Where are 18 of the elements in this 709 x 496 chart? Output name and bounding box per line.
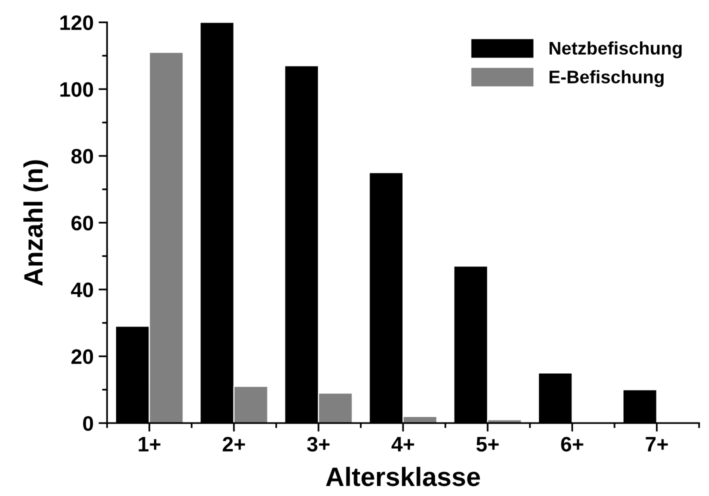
x-tick-label: 1+ <box>138 437 160 452</box>
y-tick-label: 20 <box>71 349 94 364</box>
x-tick-label: 3+ <box>307 436 330 452</box>
y-tick-label: 0 <box>83 416 94 431</box>
y-tick-label: 100 <box>60 82 94 97</box>
y-tick-label: 40 <box>71 282 94 298</box>
y-axis-title: Anzahl (n) <box>23 160 48 286</box>
legend-label: Netzbefischung <box>550 41 682 58</box>
y-tick-label: 120 <box>60 15 94 30</box>
x-tick-label: 6+ <box>561 436 584 452</box>
x-tick-label: 5+ <box>476 437 499 452</box>
y-tick-label: 80 <box>71 148 94 164</box>
x-axis-title: Altersklasse <box>326 466 480 486</box>
x-tick-label: 4+ <box>392 437 414 452</box>
x-tick-label: 2+ <box>222 436 245 452</box>
legend-label: E-Befischung <box>550 70 664 88</box>
x-tick-label: 7+ <box>646 437 668 452</box>
y-tick-label: 60 <box>71 216 94 230</box>
